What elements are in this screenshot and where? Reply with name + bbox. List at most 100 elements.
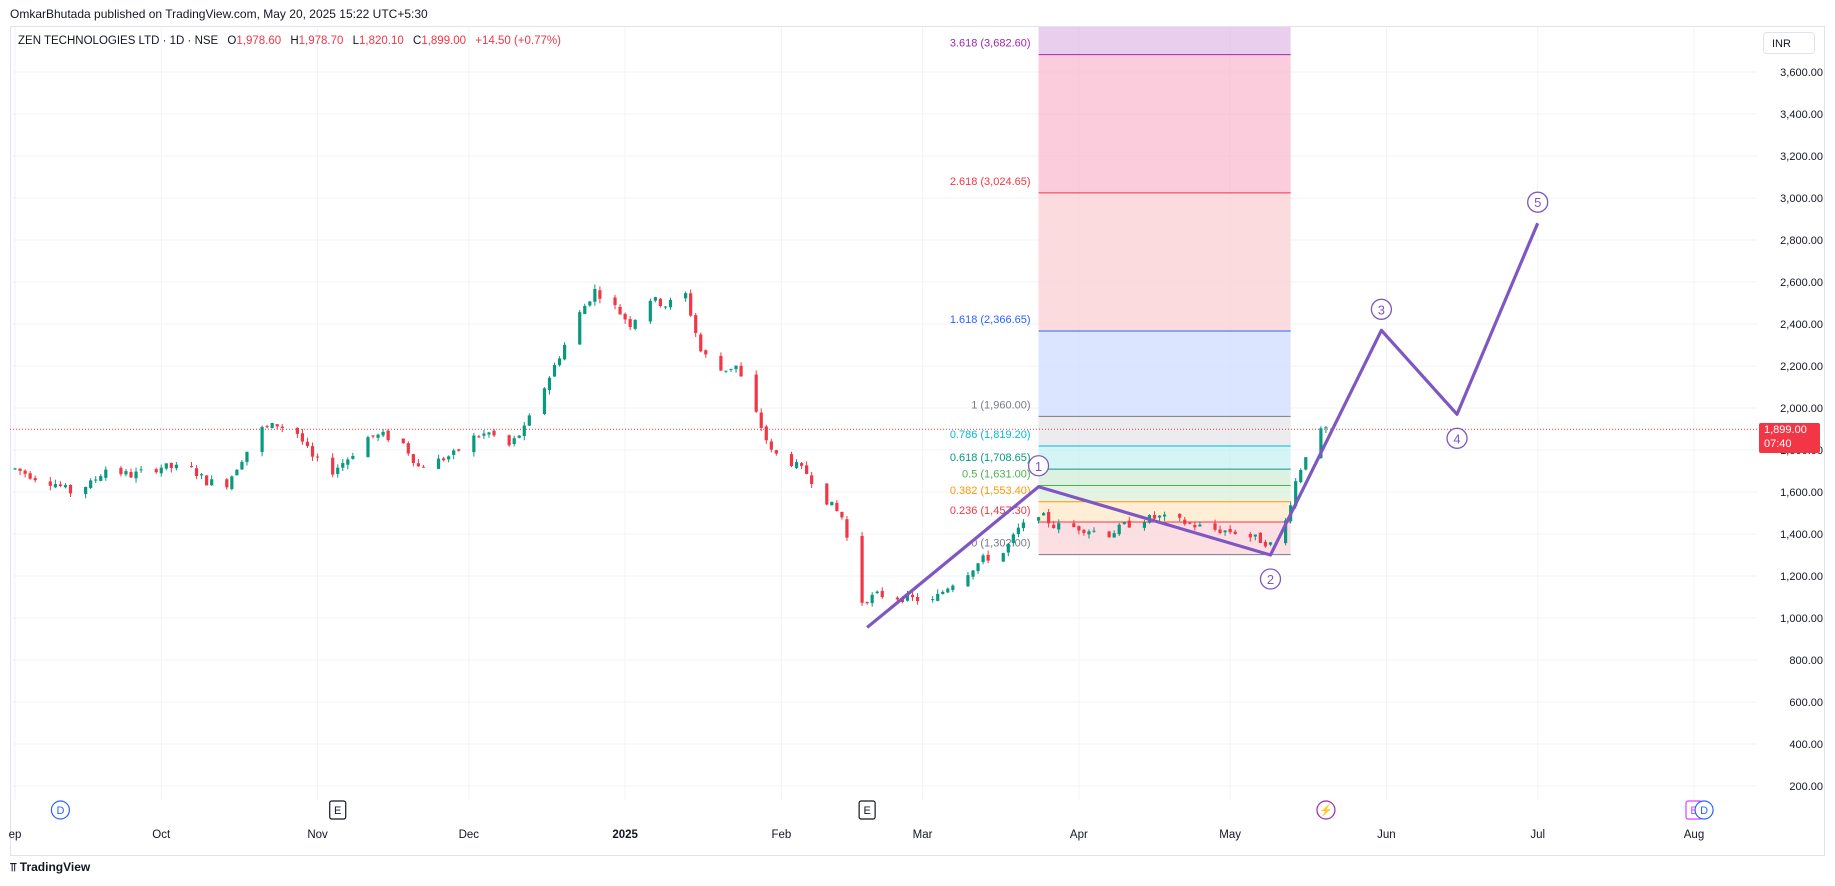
earnings-marker-icon bbox=[858, 800, 876, 820]
candle-body bbox=[68, 484, 73, 494]
candle-body bbox=[1228, 528, 1232, 533]
candle-body bbox=[336, 467, 340, 474]
candle-body bbox=[331, 457, 335, 475]
candle-body bbox=[23, 470, 27, 474]
event-marker-label: D bbox=[56, 805, 64, 817]
candle-body bbox=[684, 293, 688, 299]
candle-body bbox=[658, 298, 663, 306]
candle-body bbox=[941, 591, 945, 595]
candle-body bbox=[865, 602, 869, 604]
y-tick-label: 3,400.00 bbox=[1780, 109, 1823, 121]
candle-body bbox=[1157, 515, 1162, 518]
candle-body bbox=[94, 479, 98, 481]
y-tick-label: 1,600.00 bbox=[1780, 487, 1823, 499]
candle-body bbox=[1112, 533, 1116, 538]
candle-body bbox=[305, 441, 310, 447]
candle-body bbox=[1082, 529, 1086, 533]
candle-body bbox=[593, 288, 597, 302]
candle-body bbox=[578, 312, 582, 345]
high-label: H bbox=[290, 35, 299, 47]
candle-body bbox=[300, 433, 305, 442]
candle-body bbox=[447, 456, 451, 460]
candle-body bbox=[346, 459, 350, 465]
candle-body bbox=[275, 424, 279, 427]
x-tick-label: May bbox=[1219, 829, 1241, 841]
candle-body bbox=[482, 433, 486, 436]
currency-button[interactable]: INR bbox=[1763, 32, 1815, 54]
candle-body bbox=[1294, 481, 1298, 507]
y-tick-label: 2,800.00 bbox=[1780, 235, 1823, 247]
dividend-future-marker-icon bbox=[1694, 800, 1714, 820]
y-tick-label: 1,000.00 bbox=[1780, 613, 1823, 625]
fib-level-label: 2.618 (3,024.65) bbox=[950, 176, 1031, 188]
x-tick-label: Mar bbox=[913, 829, 933, 841]
candle-body bbox=[89, 480, 93, 488]
candle-body bbox=[99, 476, 103, 481]
candle-body bbox=[1324, 427, 1328, 429]
candle-body bbox=[1052, 524, 1056, 529]
tradingview-footer[interactable]: ⫪ TradingView bbox=[10, 860, 90, 875]
candle-body bbox=[371, 435, 375, 437]
candle-body bbox=[1041, 513, 1046, 516]
candle-body bbox=[648, 300, 652, 322]
candle-body bbox=[1077, 526, 1081, 531]
candle-body bbox=[1142, 522, 1147, 528]
event-marker-label: ⚡ bbox=[1319, 804, 1333, 817]
candle-body bbox=[542, 388, 547, 414]
candle-body bbox=[436, 458, 441, 469]
chart-frame bbox=[10, 26, 1825, 856]
candle-body bbox=[1107, 531, 1111, 538]
candle-body bbox=[694, 315, 698, 333]
y-tick-label: 3,600.00 bbox=[1780, 67, 1823, 79]
candle-body bbox=[799, 463, 804, 466]
high-value: 1,978.70 bbox=[298, 35, 344, 47]
candle-body bbox=[552, 365, 557, 377]
candle-body bbox=[653, 297, 657, 301]
candle-body bbox=[124, 471, 128, 475]
candle-body bbox=[376, 434, 380, 438]
event-marker-label: E bbox=[334, 805, 341, 817]
event-marker-label: E bbox=[1690, 805, 1697, 817]
low-label: L bbox=[352, 35, 360, 47]
x-tick-label: Dec bbox=[459, 829, 480, 841]
wave-label: 1 bbox=[1035, 459, 1042, 474]
candle-body bbox=[48, 481, 52, 486]
candle-body bbox=[613, 297, 617, 306]
fib-zone bbox=[1038, 192, 1291, 332]
candle-body bbox=[406, 443, 410, 454]
event-markers: D E E ⚡ E D bbox=[50, 800, 1714, 820]
candle-body bbox=[280, 426, 284, 428]
candle-body bbox=[33, 478, 37, 481]
candles bbox=[13, 284, 1328, 607]
candle-body bbox=[194, 468, 199, 477]
y-tick-label: 2,000.00 bbox=[1780, 403, 1823, 415]
last-price-tag: 1,899.00 07:40 bbox=[1759, 423, 1820, 453]
candle-body bbox=[421, 466, 426, 468]
candle-body bbox=[1001, 553, 1005, 562]
candle-body bbox=[689, 293, 693, 316]
y-tick-label: 3,000.00 bbox=[1780, 193, 1823, 205]
candle-body bbox=[875, 591, 879, 594]
candle-body bbox=[547, 377, 552, 391]
y-tick-label: 400.00 bbox=[1789, 739, 1823, 751]
candle-body bbox=[971, 570, 975, 577]
candle-body bbox=[53, 484, 57, 488]
close-label: C bbox=[413, 35, 422, 47]
candle-body bbox=[825, 483, 829, 505]
candle-body bbox=[199, 474, 204, 476]
candle-body bbox=[704, 350, 708, 355]
candle-body bbox=[724, 370, 728, 372]
candle-body bbox=[452, 450, 456, 455]
candle-body bbox=[633, 319, 637, 329]
x-tick-label: Feb bbox=[771, 829, 791, 841]
candle-body bbox=[315, 456, 320, 458]
candle-body bbox=[492, 430, 496, 436]
fib-level-label: 0.236 (1,457.30) bbox=[950, 505, 1031, 517]
wave-label-circle bbox=[1527, 191, 1549, 213]
candle-body bbox=[1248, 534, 1252, 538]
candle-body bbox=[966, 575, 970, 587]
candle-body bbox=[754, 374, 758, 412]
candle-body bbox=[1223, 530, 1227, 533]
candle-body bbox=[1218, 529, 1222, 533]
